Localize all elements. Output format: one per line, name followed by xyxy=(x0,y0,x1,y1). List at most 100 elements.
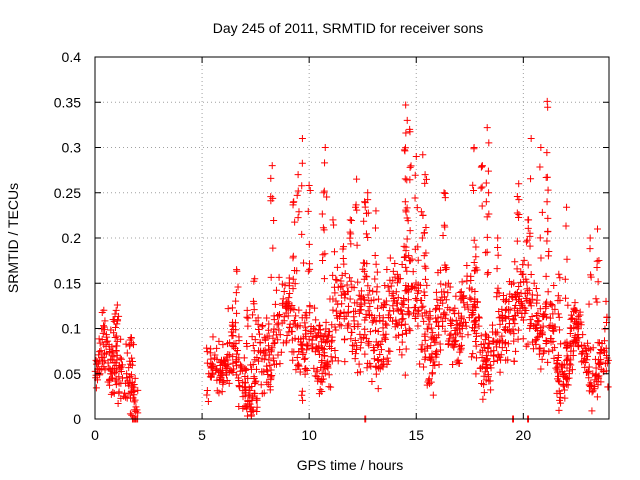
data-point xyxy=(311,372,319,380)
data-point xyxy=(600,348,608,356)
data-point xyxy=(389,317,397,325)
data-point xyxy=(110,329,118,337)
data-point xyxy=(251,378,259,386)
y-tick-label: 0.3 xyxy=(62,140,82,156)
data-point xyxy=(404,288,412,296)
data-point xyxy=(410,304,418,312)
data-point xyxy=(122,340,130,348)
data-point xyxy=(333,263,341,271)
data-point xyxy=(233,350,241,358)
data-point xyxy=(543,298,551,306)
data-point xyxy=(550,323,558,331)
data-point xyxy=(301,323,309,331)
data-point xyxy=(364,189,372,197)
data-point xyxy=(440,221,448,229)
y-tick-label: 0.1 xyxy=(62,321,82,337)
data-point xyxy=(380,360,388,368)
data-point xyxy=(250,306,258,314)
data-point xyxy=(220,377,228,385)
data-point xyxy=(477,184,485,192)
y-tick-label: 0.15 xyxy=(54,275,81,291)
data-point xyxy=(437,346,445,354)
data-point xyxy=(304,267,312,275)
data-point xyxy=(547,335,555,343)
data-point xyxy=(500,325,508,333)
data-point xyxy=(362,230,370,238)
data-point xyxy=(298,182,306,190)
data-point xyxy=(440,189,448,197)
data-point xyxy=(339,255,347,263)
x-tick-label: 5 xyxy=(198,427,206,443)
data-point xyxy=(604,383,612,391)
data-point xyxy=(514,326,522,334)
data-point xyxy=(598,346,606,354)
data-point xyxy=(374,385,382,393)
data-point xyxy=(496,339,504,347)
data-point xyxy=(344,324,352,332)
data-point xyxy=(421,262,429,270)
data-point xyxy=(364,359,372,367)
data-point xyxy=(496,353,504,361)
data-point xyxy=(113,342,121,350)
data-point xyxy=(563,352,571,360)
data-point xyxy=(498,344,506,352)
data-point xyxy=(403,287,411,295)
data-point xyxy=(306,302,314,310)
data-point xyxy=(400,242,408,250)
data-point xyxy=(425,375,433,383)
data-point xyxy=(370,355,378,363)
data-point xyxy=(446,306,454,314)
data-point xyxy=(300,259,308,267)
data-point xyxy=(510,279,518,287)
data-point xyxy=(526,324,534,332)
data-point xyxy=(125,364,133,372)
data-point xyxy=(326,328,334,336)
data-point xyxy=(470,259,478,267)
data-point xyxy=(554,377,562,385)
data-point xyxy=(100,306,108,314)
data-point xyxy=(594,278,602,286)
data-point xyxy=(469,307,477,315)
data-point xyxy=(505,327,513,335)
data-point xyxy=(392,288,400,296)
data-point xyxy=(203,359,211,367)
data-point xyxy=(277,348,285,356)
data-point xyxy=(528,313,536,321)
data-point xyxy=(356,368,364,376)
data-point xyxy=(213,344,221,352)
data-point xyxy=(478,162,486,170)
data-point xyxy=(279,295,287,303)
data-point xyxy=(405,325,413,333)
data-point xyxy=(229,359,237,367)
data-point xyxy=(280,313,288,321)
data-point xyxy=(594,339,602,347)
data-point xyxy=(394,331,402,339)
data-point xyxy=(389,277,397,285)
data-point xyxy=(241,383,249,391)
data-point xyxy=(536,305,544,313)
y-axis-ticks: 0 0.05 0.1 0.15 0.2 0.25 0.3 0.35 0.4 xyxy=(54,49,609,427)
data-point xyxy=(255,357,263,365)
data-point xyxy=(320,226,328,234)
x-tick-label: 20 xyxy=(516,427,532,443)
data-point xyxy=(418,234,426,242)
data-point xyxy=(375,295,383,303)
data-point xyxy=(364,339,372,347)
data-point xyxy=(457,315,465,323)
data-point xyxy=(371,224,379,232)
data-point xyxy=(472,243,480,251)
data-point xyxy=(432,338,440,346)
data-point xyxy=(481,330,489,338)
data-point xyxy=(127,334,135,342)
data-point xyxy=(463,261,471,269)
data-point xyxy=(472,342,480,350)
data-point xyxy=(316,321,324,329)
data-point xyxy=(367,297,375,305)
data-point xyxy=(472,338,480,346)
data-point xyxy=(366,302,374,310)
data-point xyxy=(327,353,335,361)
data-point xyxy=(451,304,459,312)
data-point xyxy=(485,189,493,197)
data-point xyxy=(239,378,247,386)
data-point xyxy=(548,322,556,330)
